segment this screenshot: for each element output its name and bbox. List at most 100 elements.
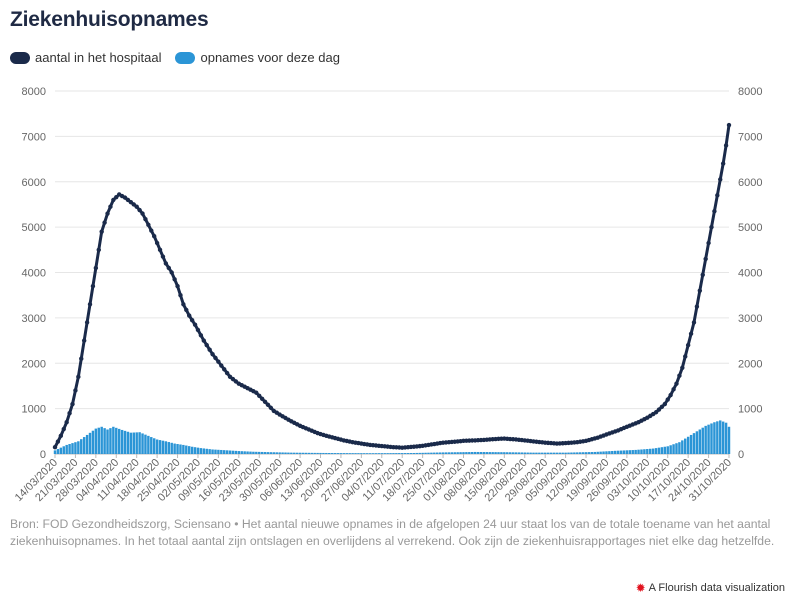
bar [103, 428, 106, 454]
bar [462, 452, 465, 454]
chart-plot: 0 0 1000 1000 2000 2000 3000 3000 4000 4000 5000 50… [13, 86, 763, 504]
bar [301, 452, 305, 454]
legend: aantal in het hospitaal opnames voor dez… [10, 50, 354, 65]
bar [520, 452, 524, 454]
bar [234, 450, 238, 454]
bar [721, 421, 725, 454]
line-point [680, 365, 685, 370]
line-point [55, 439, 61, 444]
bar [74, 442, 77, 454]
line-point [178, 292, 183, 298]
bar [471, 451, 474, 454]
bar [406, 453, 410, 454]
bar [243, 451, 246, 454]
bar [456, 452, 459, 454]
bar [403, 453, 407, 454]
bar [386, 453, 389, 454]
bar [287, 452, 290, 454]
bar [246, 451, 249, 454]
y-tick-label-right: 0 [738, 449, 744, 461]
bar [106, 429, 109, 454]
y-tick-label-right: 4000 [738, 268, 762, 280]
y-tick-label-left: 1000 [22, 404, 46, 416]
bar [529, 452, 532, 454]
bar [660, 447, 664, 454]
flourish-credit[interactable]: ✹ A Flourish data visualization [636, 581, 785, 595]
bar [538, 452, 541, 454]
legend-item-hospitalized[interactable]: aantal in het hospitaal [10, 50, 161, 65]
source-note: Bron: FOD Gezondheidszorg, Sciensano • H… [10, 517, 775, 548]
bar [173, 443, 176, 454]
bar [689, 434, 693, 454]
bar [117, 428, 121, 454]
bar [611, 450, 614, 454]
line-point [224, 370, 230, 376]
bar [71, 443, 74, 454]
bar [602, 451, 605, 454]
bar [290, 452, 293, 454]
bar [152, 438, 156, 454]
bar [272, 452, 276, 454]
line-point [204, 342, 209, 348]
bar [436, 452, 439, 454]
bar [82, 437, 86, 454]
bar [161, 440, 165, 454]
line-point [105, 211, 110, 216]
bar [541, 452, 544, 454]
bar [503, 452, 506, 454]
legend-swatch-admissions [175, 51, 196, 64]
bar [605, 451, 608, 454]
bar [707, 424, 710, 454]
bar [220, 449, 223, 454]
bar [523, 452, 526, 454]
line-point [222, 367, 227, 372]
line-point [265, 402, 271, 408]
bar [368, 453, 372, 454]
line-point [137, 207, 142, 213]
bar [365, 453, 369, 454]
bar [619, 450, 623, 454]
bar [421, 452, 424, 454]
bar [488, 452, 491, 454]
bar [240, 451, 243, 454]
bar [377, 453, 381, 454]
bar [450, 452, 454, 454]
bar [278, 452, 281, 454]
bar [398, 453, 401, 454]
line-point [683, 354, 688, 359]
y-tick-label-left: 3000 [22, 313, 46, 325]
line-point [192, 322, 198, 327]
bar [56, 449, 60, 454]
bar [333, 453, 337, 454]
line-point [213, 355, 218, 361]
line-point [671, 387, 676, 392]
legend-item-admissions[interactable]: opnames voor deze dag [175, 50, 340, 65]
y-tick-label-left: 0 [40, 449, 46, 461]
bar [532, 452, 535, 454]
bar [482, 452, 486, 454]
bar [211, 449, 214, 454]
bar [561, 452, 564, 454]
bar [546, 452, 550, 454]
bar [298, 452, 302, 454]
line-point [210, 351, 215, 357]
line-point [90, 283, 96, 289]
bar [330, 453, 334, 454]
legend-label-hospitalized: aantal in het hospitaal [35, 50, 162, 65]
bar [552, 452, 556, 454]
bar [412, 453, 416, 454]
bar [479, 452, 483, 454]
bar [120, 429, 124, 454]
bar [459, 452, 462, 454]
line-point [140, 211, 145, 216]
bar [237, 451, 241, 454]
line-point [184, 307, 189, 313]
bar [433, 452, 436, 454]
bar [91, 430, 95, 454]
bar [281, 452, 284, 454]
line-point [157, 247, 163, 253]
bar [383, 453, 386, 454]
bar [719, 420, 722, 454]
line-point [662, 401, 668, 407]
bar [713, 422, 716, 454]
